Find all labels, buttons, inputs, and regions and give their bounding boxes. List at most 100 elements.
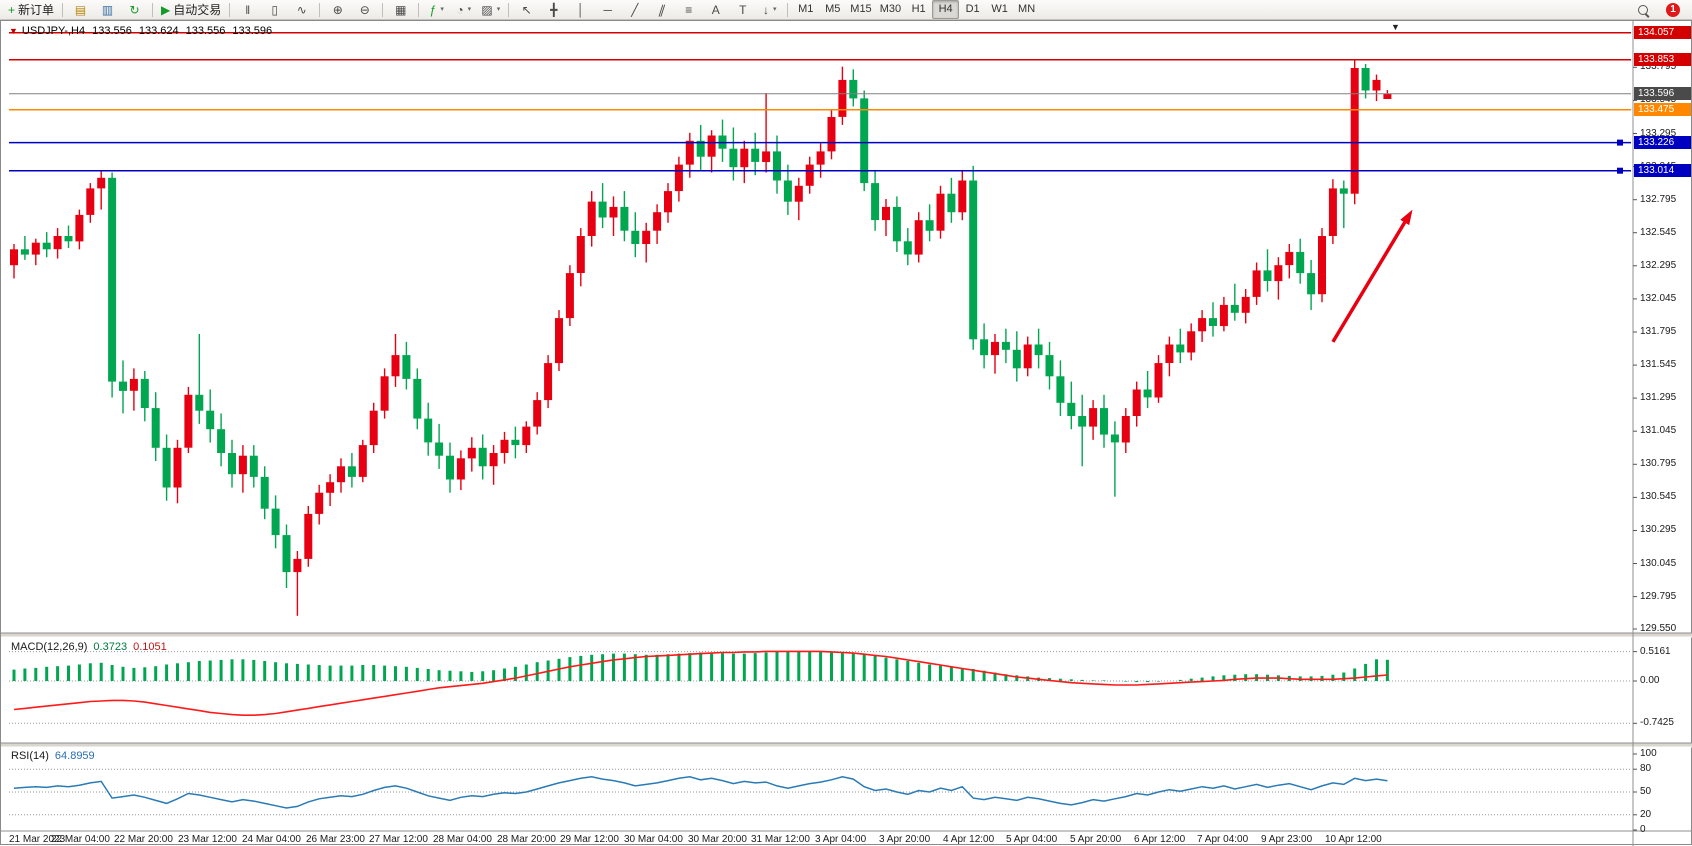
time-tick-label: 21 Mar 2023 bbox=[9, 834, 66, 845]
zoom-in-button[interactable]: ⊕ bbox=[324, 0, 351, 19]
ohlc-open: 133.556 bbox=[92, 25, 132, 37]
price-tick-label: 131.795 bbox=[1640, 326, 1677, 337]
autotrading-button[interactable]: ▶ 自动交易 bbox=[157, 0, 225, 19]
price-tick-label: 133.795 bbox=[1640, 61, 1677, 72]
time-tick-label: 3 Apr 20:00 bbox=[879, 834, 931, 845]
channel-button[interactable]: ∥ bbox=[648, 0, 675, 19]
tf-h1-button[interactable]: H1 bbox=[905, 0, 932, 19]
toolbar-separator bbox=[508, 2, 510, 17]
profiles-button[interactable]: ▥ bbox=[94, 0, 121, 19]
rsi-line bbox=[13, 776, 1388, 809]
notification-badge[interactable]: 1 bbox=[1666, 2, 1680, 17]
time-tick-label: 9 Apr 23:00 bbox=[1261, 834, 1313, 845]
horizontal-line-button[interactable]: ─ bbox=[594, 0, 621, 19]
trendline-button[interactable]: ╱ bbox=[621, 0, 648, 19]
search-icon bbox=[1637, 4, 1648, 15]
shapes-button[interactable]: ↓ ▾ bbox=[756, 0, 783, 19]
line-handle[interactable] bbox=[1617, 167, 1623, 174]
tf-m15-button[interactable]: M15 bbox=[846, 0, 875, 19]
periods-button[interactable]: ◔ ▾ bbox=[450, 0, 477, 19]
chart-shift-marker[interactable]: ▼ bbox=[1391, 22, 1400, 32]
search-button[interactable] bbox=[1629, 0, 1656, 19]
tf-m30-button[interactable]: M30 bbox=[876, 0, 905, 19]
new-order-button[interactable]: + 新订单 bbox=[4, 0, 58, 19]
tf-m1-label: M1 bbox=[798, 3, 814, 15]
crosshair-button[interactable]: ╋ bbox=[540, 0, 567, 19]
templates-icon: ▨ bbox=[481, 2, 493, 17]
fibonacci-button[interactable]: ≡ bbox=[675, 0, 702, 19]
zoom-out-button[interactable]: ⊖ bbox=[351, 0, 378, 19]
tf-m30-label: M30 bbox=[879, 3, 902, 15]
macd-scale-label: -0.7425 bbox=[1640, 717, 1674, 728]
candlestick-chart-button[interactable]: ▯ bbox=[261, 0, 288, 19]
fibonacci-icon: ≡ bbox=[685, 2, 693, 17]
time-tick-label: 29 Mar 12:00 bbox=[560, 834, 619, 845]
indicators-icon: ƒ bbox=[429, 2, 437, 17]
bar-chart-button[interactable]: ‖ bbox=[234, 0, 261, 19]
text-button[interactable]: A bbox=[702, 0, 729, 19]
new-order-label: 新订单 bbox=[18, 2, 55, 17]
refresh-button[interactable]: ↻ bbox=[121, 0, 148, 19]
price-tick-label: 130.045 bbox=[1640, 558, 1677, 569]
new-order-icon: + bbox=[8, 2, 16, 17]
rsi-name: RSI(14) bbox=[11, 750, 49, 762]
time-tick-label: 6 Apr 12:00 bbox=[1134, 834, 1186, 845]
ohlc-high: 133.624 bbox=[138, 25, 179, 37]
vertical-line-button[interactable]: │ bbox=[567, 0, 594, 19]
time-tick-label: 26 Mar 23:00 bbox=[306, 834, 365, 845]
line-chart-button[interactable]: ∿ bbox=[288, 0, 315, 19]
price-tick-label: 133.295 bbox=[1640, 128, 1677, 139]
tf-d1-button[interactable]: D1 bbox=[959, 0, 986, 19]
price-tick-label: 131.545 bbox=[1640, 359, 1677, 370]
horizontal-line-icon: ─ bbox=[603, 2, 613, 17]
macd-signal-value: 0.1051 bbox=[133, 641, 167, 653]
rsi-scale-label: 50 bbox=[1640, 786, 1652, 797]
tf-mn-label: MN bbox=[1018, 3, 1036, 15]
tf-h4-button[interactable]: H4 bbox=[932, 0, 960, 19]
chart-plot[interactable] bbox=[1, 21, 1692, 846]
window-collapse-icon[interactable]: ▼ bbox=[9, 26, 18, 36]
price-tick-label: 132.045 bbox=[1640, 293, 1677, 304]
line-handle[interactable] bbox=[1617, 139, 1623, 146]
new-chart-button[interactable]: ▤ bbox=[67, 0, 94, 19]
tf-w1-button[interactable]: W1 bbox=[986, 0, 1013, 19]
indicators-button[interactable]: ƒ ▾ bbox=[423, 0, 450, 19]
rsi-scale-label: 0 bbox=[1640, 824, 1646, 835]
tf-m5-button[interactable]: M5 bbox=[819, 0, 846, 19]
tf-w1-label: W1 bbox=[991, 3, 1008, 15]
periods-icon: ◔ bbox=[456, 2, 464, 17]
label-button[interactable]: T bbox=[729, 0, 756, 19]
price-tag-133.014: 133.014 bbox=[1634, 164, 1691, 177]
trendline-icon: ╱ bbox=[631, 2, 639, 17]
time-tick-label: 23 Mar 12:00 bbox=[178, 834, 237, 845]
tf-m15-label: M15 bbox=[850, 3, 872, 15]
tf-d1-label: D1 bbox=[965, 3, 980, 15]
price-tick-label: 130.295 bbox=[1640, 524, 1677, 535]
toolbar-button-groups: + 新订单 ▤ ▥ ↻ ▶ 自动交易 ‖ ▯ ∿ ⊕ ⊖ ▦ ƒ ▾ ◔ ▾ ▨ ▾ ↖ ╋ │ ─ ╱ ∥ ≡ A T ↓ ▾ M1 M5 M… bbox=[4, 0, 1040, 19]
cursor-button[interactable]: ↖ bbox=[513, 0, 540, 19]
tf-mn-button[interactable]: MN bbox=[1013, 0, 1040, 19]
chevron-down-icon: ▾ bbox=[773, 6, 777, 13]
price-tag-133.853: 133.853 bbox=[1634, 53, 1691, 66]
candlestick-series bbox=[10, 60, 1392, 616]
price-tick-label: 132.295 bbox=[1640, 260, 1677, 271]
macd-value: 0.3723 bbox=[93, 641, 128, 653]
tf-m1-button[interactable]: M1 bbox=[792, 0, 819, 19]
refresh-icon: ↻ bbox=[129, 2, 140, 17]
tile-windows-button[interactable]: ▦ bbox=[387, 0, 414, 19]
vertical-line-icon: │ bbox=[577, 2, 585, 17]
chevron-down-icon: ▾ bbox=[467, 6, 472, 13]
autotrading-icon: ▶ bbox=[161, 2, 171, 17]
templates-button[interactable]: ▨ ▾ bbox=[477, 0, 504, 19]
trend-arrow-annotation[interactable] bbox=[1331, 209, 1413, 343]
toolbar-separator bbox=[418, 2, 420, 17]
price-tick-label: 131.045 bbox=[1640, 425, 1677, 436]
time-tick-label: 28 Mar 04:00 bbox=[433, 834, 492, 845]
time-tick-label: 30 Mar 20:00 bbox=[688, 834, 747, 845]
horizontal-level-lines[interactable] bbox=[9, 31, 1631, 174]
time-tick-label: 3 Apr 04:00 bbox=[815, 834, 867, 845]
tf-h4-label: H4 bbox=[938, 3, 953, 15]
label-icon: T bbox=[739, 2, 747, 17]
price-tick-label: 132.795 bbox=[1640, 194, 1677, 205]
price-tick-label: 132.545 bbox=[1640, 227, 1677, 238]
